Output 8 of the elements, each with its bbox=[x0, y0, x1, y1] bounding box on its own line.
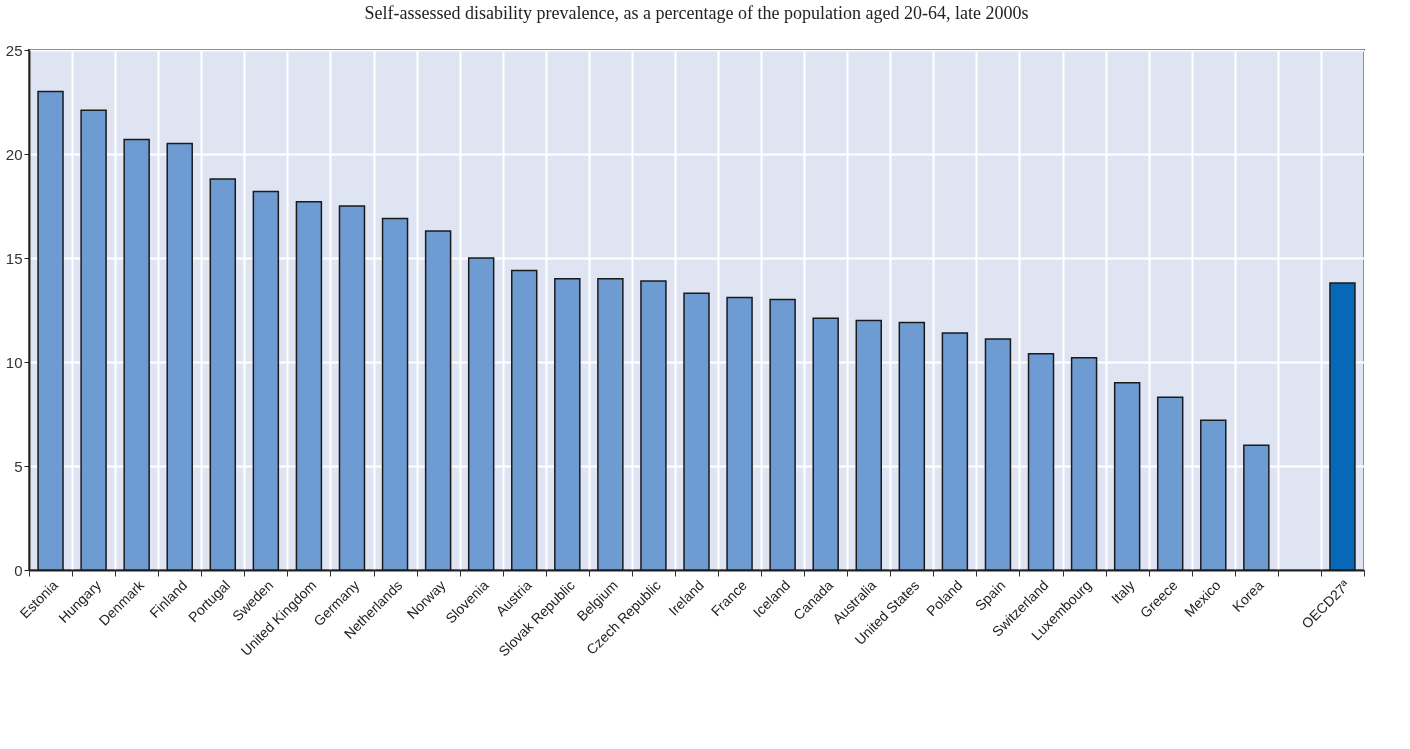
y-tick-label: 5 bbox=[14, 457, 23, 475]
x-tick-label: Italy bbox=[1108, 577, 1138, 607]
y-tick-label: 15 bbox=[5, 249, 23, 267]
y-tick-label: 0 bbox=[14, 561, 23, 579]
y-tick-label: 10 bbox=[5, 353, 23, 371]
y-tick-label: 25 bbox=[5, 41, 23, 59]
chart-title: Self-assessed disability prevalence, as a percentage of the population aged 20-64, late 2000s bbox=[364, 3, 1029, 23]
y-tick-label: 20 bbox=[5, 145, 23, 163]
